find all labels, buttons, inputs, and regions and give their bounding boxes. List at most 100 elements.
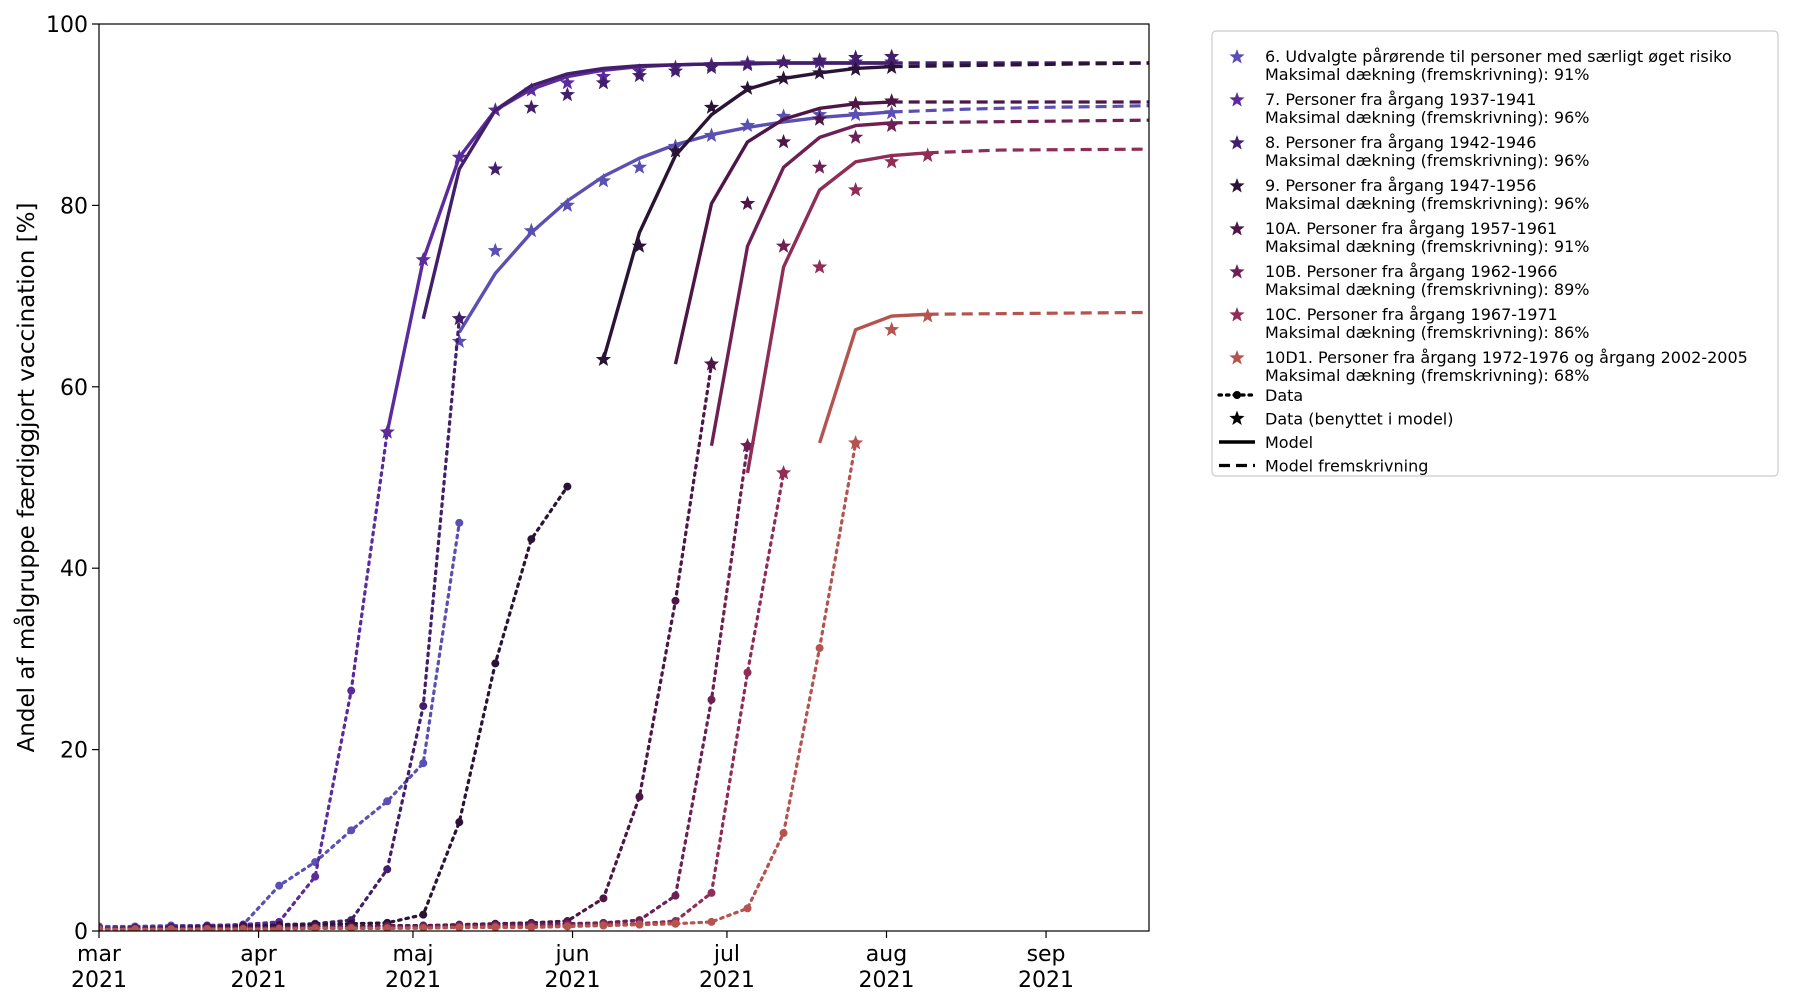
data-line <box>99 430 389 930</box>
star-point <box>559 86 575 102</box>
series-4 <box>99 93 1149 931</box>
data-point <box>491 923 500 931</box>
model-line <box>421 61 892 320</box>
y-axis: 0 20 40 60 80 100 <box>46 13 99 945</box>
legend-entry: Data <box>1217 386 1303 405</box>
legend-entry: 10B. Personer fra årgang 1962-1966Maksim… <box>1229 262 1589 299</box>
x-tick-month: apr <box>240 942 277 967</box>
star-point <box>884 321 900 337</box>
legend-entry: 10D1. Personer fra årgang 1972-1976 og å… <box>1229 348 1748 385</box>
legend-entry: Model <box>1219 433 1313 452</box>
y-axis-title: Andel af målgruppe færdiggjort vaccinati… <box>12 203 40 753</box>
star-point <box>884 153 900 169</box>
data-point <box>743 904 752 913</box>
star-point <box>487 161 503 176</box>
legend-star-icon <box>1229 410 1245 425</box>
star-point <box>703 99 720 114</box>
data-point <box>419 924 428 931</box>
star-point <box>811 159 828 174</box>
star-point <box>775 108 792 123</box>
star-point <box>559 197 575 212</box>
star-point <box>739 80 756 95</box>
star-point <box>884 59 900 75</box>
star-point <box>739 195 756 211</box>
data-point <box>815 644 824 653</box>
series-7 <box>99 308 1149 931</box>
legend-star-icon <box>1229 49 1245 64</box>
legend-entry: 7. Personer fra årgang 1937-1941Maksimal… <box>1229 90 1589 127</box>
series-0 <box>99 104 1149 931</box>
legend-entry: 8. Personer fra årgang 1942-1946Maksimal… <box>1229 133 1589 170</box>
legend: 6. Udvalgte pårørende til personer med s… <box>1211 30 1779 477</box>
data-point <box>275 881 284 890</box>
data-point <box>599 921 608 930</box>
star-point <box>920 308 936 323</box>
star-point <box>631 238 648 253</box>
plot-layer <box>99 48 1149 931</box>
x-tick-year: 2021 <box>1018 968 1074 993</box>
data-point <box>563 482 572 491</box>
star-point <box>523 82 539 97</box>
star-point <box>667 63 684 78</box>
star-point <box>811 52 828 67</box>
data-line <box>99 521 461 929</box>
model-line <box>817 312 928 444</box>
star-point <box>884 104 900 120</box>
projection-line <box>891 104 1149 114</box>
data-point <box>347 686 356 695</box>
data-point <box>203 925 212 931</box>
legend-series-coverage: Maksimal dækning (fremskrivning): 96% <box>1265 108 1589 127</box>
data-point <box>707 917 716 926</box>
star-point <box>848 129 864 144</box>
x-tick-year: 2021 <box>71 968 127 993</box>
data-point <box>275 925 284 931</box>
star-point <box>739 117 756 133</box>
data-point <box>671 596 680 605</box>
data-point <box>743 668 752 677</box>
star-point <box>811 259 828 274</box>
legend-entry: 6. Udvalgte pårørende til personer med s… <box>1229 47 1732 84</box>
series-5 <box>99 117 1149 931</box>
legend-entry: 9. Personer fra årgang 1947-1956Maksimal… <box>1229 176 1589 213</box>
star-point <box>884 93 900 108</box>
y-tick-label: 60 <box>60 376 88 401</box>
legend-entry: Data (benyttet i model) <box>1229 410 1453 429</box>
star-point <box>451 310 467 326</box>
star-point <box>631 159 648 174</box>
data-point <box>347 924 356 931</box>
star-point <box>631 67 648 83</box>
data-point <box>671 919 680 928</box>
data-line <box>99 444 750 931</box>
star-point <box>811 111 828 126</box>
x-tick-month: aug <box>866 942 907 967</box>
data-point <box>347 826 356 835</box>
data-line <box>99 441 858 931</box>
legend-entry: Model fremskrivning <box>1219 457 1428 476</box>
star-point <box>775 238 792 253</box>
star-point <box>559 74 575 90</box>
model-line <box>601 64 892 361</box>
y-tick-label: 20 <box>60 739 88 764</box>
data-point <box>635 920 644 929</box>
star-point <box>848 106 864 122</box>
data-point <box>311 924 320 931</box>
data-line <box>99 484 569 930</box>
legend-star-icon <box>1229 135 1245 150</box>
legend-series-name: 9. Personer fra årgang 1947-1956 <box>1265 176 1536 195</box>
y-tick-label: 100 <box>46 13 88 38</box>
legend-star-icon <box>1229 307 1245 322</box>
legend-star-icon <box>1229 350 1245 365</box>
star-point <box>595 351 612 367</box>
data-point <box>563 922 572 931</box>
legend-series-name: 10B. Personer fra årgang 1962-1966 <box>1265 262 1558 281</box>
data-point <box>311 872 320 881</box>
legend-dot-icon <box>1233 391 1241 399</box>
star-point <box>487 242 503 258</box>
data-point <box>527 535 536 544</box>
star-point <box>775 70 792 85</box>
legend-series-coverage: Maksimal dækning (fremskrivning): 96% <box>1265 194 1589 213</box>
star-point <box>703 127 720 143</box>
data-point <box>707 888 716 897</box>
legend-series-name: 10A. Personer fra årgang 1957-1961 <box>1265 219 1557 238</box>
